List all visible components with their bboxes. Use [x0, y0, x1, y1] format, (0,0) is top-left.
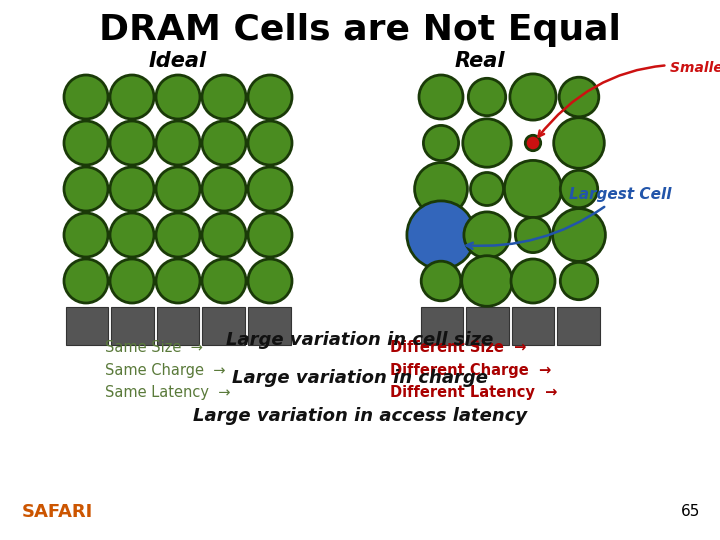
Ellipse shape — [415, 163, 467, 215]
Ellipse shape — [463, 119, 511, 167]
Ellipse shape — [248, 75, 292, 119]
Ellipse shape — [554, 118, 604, 168]
Bar — [557, 307, 600, 345]
Ellipse shape — [560, 262, 598, 300]
Ellipse shape — [468, 78, 505, 116]
Ellipse shape — [407, 201, 475, 269]
Ellipse shape — [248, 167, 292, 211]
Ellipse shape — [202, 121, 246, 165]
Ellipse shape — [470, 172, 503, 206]
Ellipse shape — [156, 121, 200, 165]
Ellipse shape — [526, 136, 541, 151]
Ellipse shape — [560, 170, 598, 208]
Ellipse shape — [510, 74, 556, 120]
Ellipse shape — [553, 208, 606, 261]
Ellipse shape — [202, 167, 246, 211]
Ellipse shape — [423, 125, 459, 160]
Ellipse shape — [110, 121, 154, 165]
Ellipse shape — [202, 259, 246, 303]
Ellipse shape — [511, 259, 555, 303]
Ellipse shape — [464, 212, 510, 258]
Ellipse shape — [248, 121, 292, 165]
Text: Real: Real — [455, 51, 505, 71]
Bar — [157, 307, 199, 345]
Ellipse shape — [64, 167, 108, 211]
Ellipse shape — [64, 121, 108, 165]
Text: Different Size  →: Different Size → — [390, 340, 526, 354]
Ellipse shape — [156, 213, 200, 257]
Ellipse shape — [64, 75, 108, 119]
Ellipse shape — [110, 167, 154, 211]
Ellipse shape — [462, 256, 513, 306]
Ellipse shape — [202, 75, 246, 119]
Bar — [202, 307, 245, 345]
Text: Same Charge  →: Same Charge → — [105, 362, 225, 377]
Ellipse shape — [248, 213, 292, 257]
Ellipse shape — [516, 218, 551, 253]
Text: 65: 65 — [680, 504, 700, 519]
Ellipse shape — [64, 213, 108, 257]
Ellipse shape — [419, 75, 463, 119]
Bar — [466, 307, 508, 345]
Bar — [111, 307, 153, 345]
Text: DRAM Cells are Not Equal: DRAM Cells are Not Equal — [99, 13, 621, 47]
Text: SAFARI: SAFARI — [22, 503, 94, 521]
Ellipse shape — [110, 259, 154, 303]
Bar — [420, 307, 463, 345]
Bar — [511, 307, 554, 345]
Ellipse shape — [505, 160, 562, 218]
Ellipse shape — [156, 259, 200, 303]
Text: Large variation in charge: Large variation in charge — [232, 369, 488, 387]
Text: Largest Cell: Largest Cell — [467, 187, 671, 249]
Ellipse shape — [110, 213, 154, 257]
Text: Large variation in access latency: Large variation in access latency — [193, 407, 527, 425]
Text: Different Latency  →: Different Latency → — [390, 386, 557, 401]
Ellipse shape — [559, 77, 599, 117]
Text: Large variation in cell size: Large variation in cell size — [226, 331, 494, 349]
Text: Different Charge  →: Different Charge → — [390, 362, 552, 377]
Ellipse shape — [202, 213, 246, 257]
Text: Smallest Cell: Smallest Cell — [539, 61, 720, 137]
Ellipse shape — [156, 75, 200, 119]
Bar — [66, 307, 108, 345]
Ellipse shape — [421, 261, 461, 301]
Text: Ideal: Ideal — [149, 51, 207, 71]
Text: Same Size  →: Same Size → — [105, 340, 203, 354]
Bar — [248, 307, 290, 345]
Ellipse shape — [156, 167, 200, 211]
Ellipse shape — [64, 259, 108, 303]
Ellipse shape — [110, 75, 154, 119]
Text: Same Latency  →: Same Latency → — [105, 386, 230, 401]
Ellipse shape — [248, 259, 292, 303]
